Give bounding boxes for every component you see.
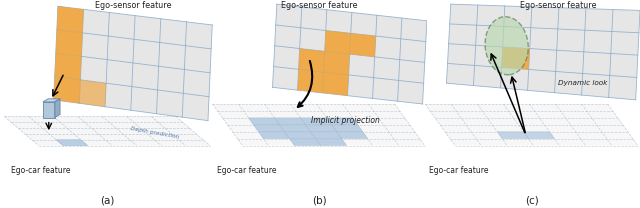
Text: Ego-sensor feature: Ego-sensor feature [282, 1, 358, 10]
Polygon shape [316, 139, 347, 146]
Polygon shape [324, 51, 349, 75]
Polygon shape [253, 125, 285, 132]
Text: Dynamic look: Dynamic look [558, 80, 607, 86]
Text: Ego-car feature: Ego-car feature [217, 166, 276, 175]
Polygon shape [273, 4, 427, 104]
Polygon shape [425, 104, 638, 146]
Polygon shape [323, 72, 349, 96]
Ellipse shape [485, 17, 528, 75]
Polygon shape [289, 139, 321, 146]
Polygon shape [299, 48, 324, 72]
Polygon shape [43, 102, 54, 118]
Polygon shape [280, 125, 310, 132]
Text: Ego-sensor feature: Ego-sensor feature [95, 1, 171, 10]
Polygon shape [332, 125, 363, 132]
Text: Ego-car feature: Ego-car feature [11, 166, 70, 175]
Polygon shape [56, 140, 88, 146]
Text: Ego-car feature: Ego-car feature [429, 166, 489, 175]
Polygon shape [524, 132, 554, 139]
Polygon shape [57, 6, 84, 33]
Polygon shape [248, 118, 280, 125]
Polygon shape [349, 33, 376, 57]
Polygon shape [326, 118, 358, 125]
Polygon shape [275, 118, 305, 125]
Polygon shape [502, 47, 530, 69]
Text: Depth prediction: Depth prediction [130, 126, 179, 140]
Polygon shape [212, 104, 425, 146]
Polygon shape [305, 125, 337, 132]
Polygon shape [54, 53, 81, 80]
Polygon shape [324, 31, 351, 54]
Polygon shape [301, 118, 332, 125]
Polygon shape [497, 132, 529, 139]
Text: (b): (b) [312, 196, 327, 206]
Text: Implicit projection: Implicit projection [311, 116, 380, 125]
Text: Ego-sensor feature: Ego-sensor feature [520, 1, 596, 10]
Text: (c): (c) [525, 196, 540, 206]
Polygon shape [285, 132, 316, 139]
Polygon shape [54, 6, 212, 121]
Text: (a): (a) [100, 196, 115, 206]
Polygon shape [298, 69, 324, 93]
Polygon shape [337, 132, 367, 139]
Polygon shape [54, 76, 81, 103]
Polygon shape [56, 30, 83, 56]
Polygon shape [310, 132, 342, 139]
Polygon shape [43, 99, 60, 102]
Polygon shape [4, 116, 210, 146]
Polygon shape [79, 80, 106, 107]
Polygon shape [447, 4, 640, 100]
Polygon shape [54, 99, 60, 118]
Polygon shape [259, 132, 289, 139]
